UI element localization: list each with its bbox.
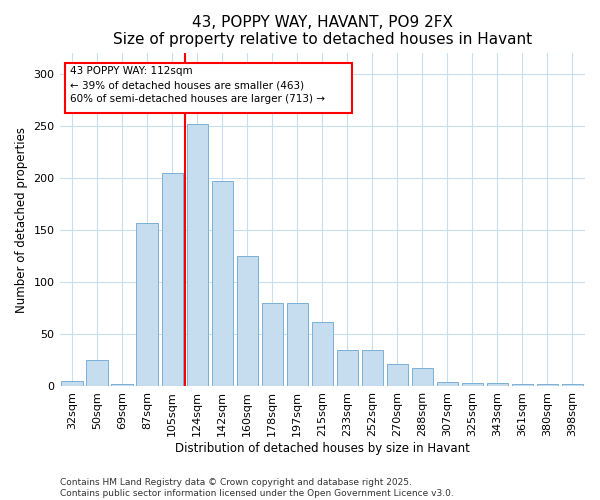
Bar <box>387 364 408 386</box>
Bar <box>187 124 208 386</box>
Bar <box>262 303 283 386</box>
Bar <box>287 303 308 386</box>
Bar <box>562 384 583 386</box>
Bar <box>112 384 133 386</box>
Bar <box>437 382 458 386</box>
Bar <box>337 350 358 387</box>
X-axis label: Distribution of detached houses by size in Havant: Distribution of detached houses by size … <box>175 442 470 455</box>
Bar <box>311 322 333 386</box>
Bar <box>412 368 433 386</box>
Bar <box>161 172 183 386</box>
Bar <box>86 360 108 386</box>
Bar <box>61 381 83 386</box>
FancyBboxPatch shape <box>65 63 352 113</box>
Bar <box>487 384 508 386</box>
Text: Contains HM Land Registry data © Crown copyright and database right 2025.
Contai: Contains HM Land Registry data © Crown c… <box>60 478 454 498</box>
Y-axis label: Number of detached properties: Number of detached properties <box>15 126 28 312</box>
Bar <box>236 256 258 386</box>
Bar <box>212 181 233 386</box>
Bar <box>362 350 383 387</box>
Text: 43 POPPY WAY: 112sqm
← 39% of detached houses are smaller (463)
60% of semi-deta: 43 POPPY WAY: 112sqm ← 39% of detached h… <box>70 66 325 104</box>
Bar <box>136 222 158 386</box>
Title: 43, POPPY WAY, HAVANT, PO9 2FX
Size of property relative to detached houses in H: 43, POPPY WAY, HAVANT, PO9 2FX Size of p… <box>113 15 532 48</box>
Bar <box>512 384 533 386</box>
Bar <box>462 384 483 386</box>
Bar <box>537 384 558 386</box>
